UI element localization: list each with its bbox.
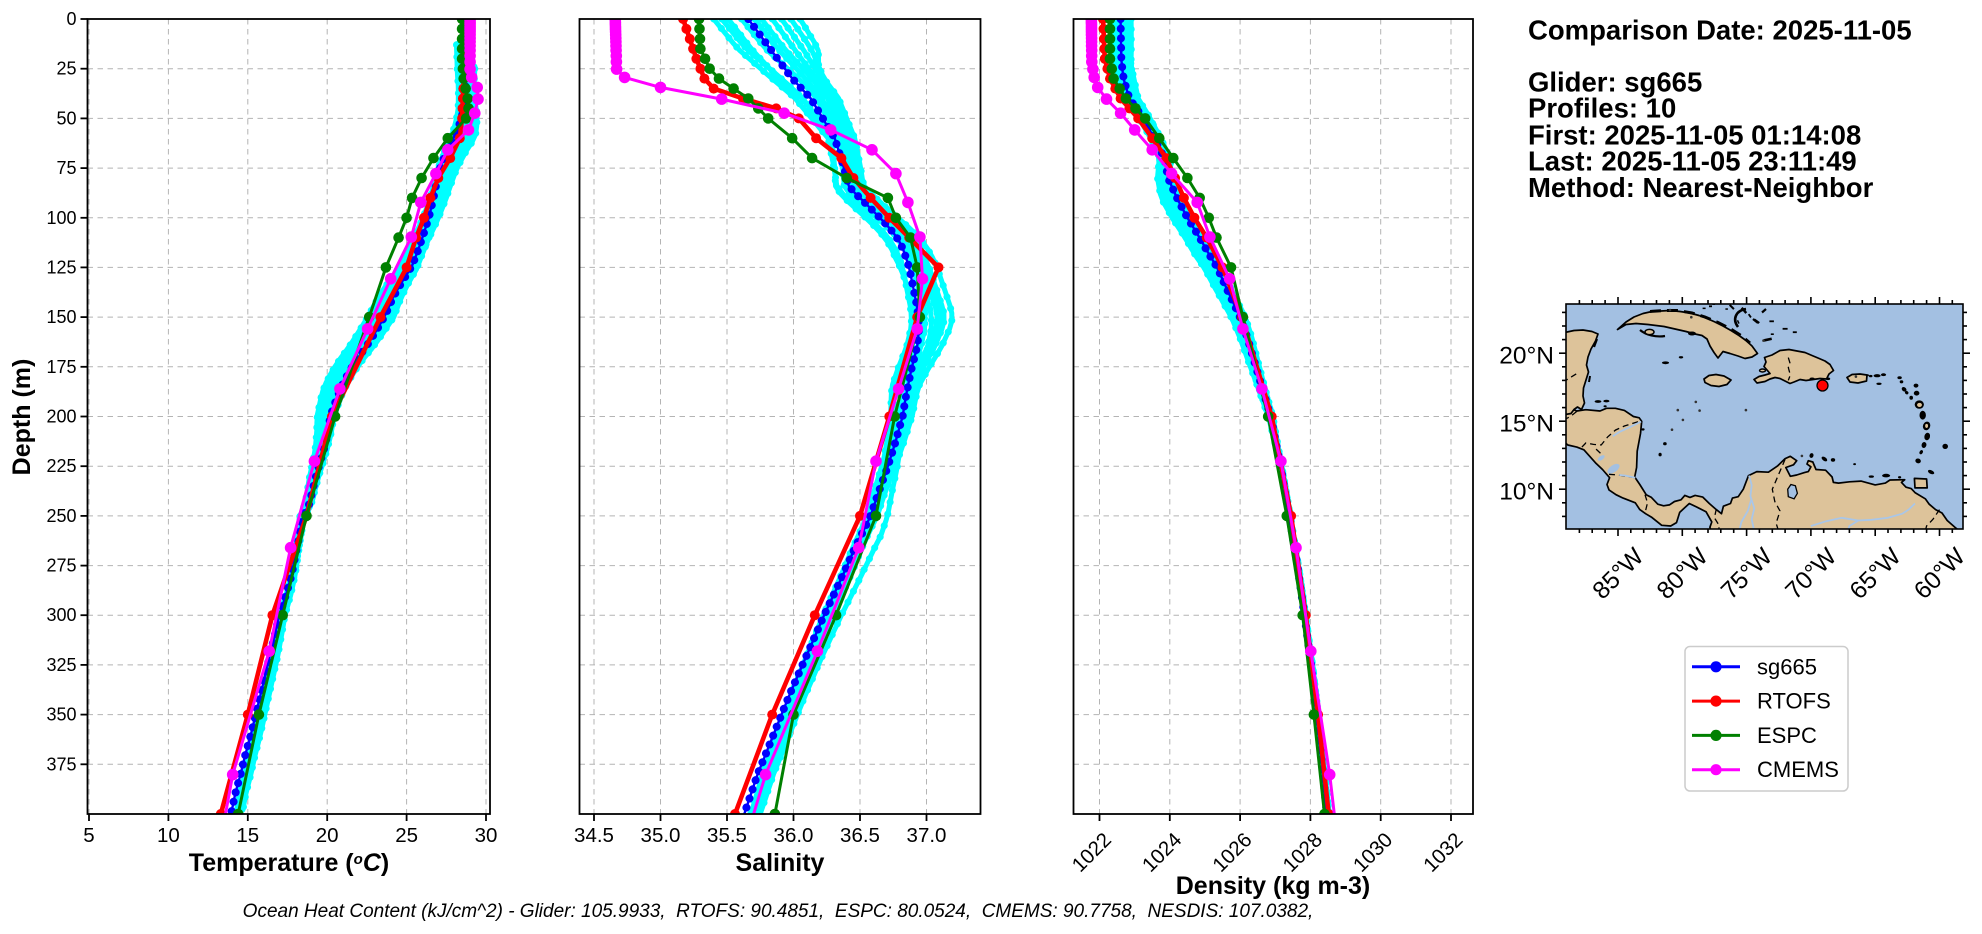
svg-text:275: 275 [46, 556, 76, 576]
svg-text:sg665: sg665 [1757, 654, 1817, 679]
svg-text:36.0: 36.0 [774, 824, 814, 847]
svg-text:25: 25 [395, 824, 418, 847]
svg-text:Depth (m): Depth (m) [8, 359, 36, 476]
svg-text:5: 5 [83, 824, 94, 847]
svg-text:Profiles: 10: Profiles: 10 [1528, 93, 1676, 124]
svg-text:Density (kg m-3): Density (kg m-3) [1176, 872, 1370, 900]
svg-text:10°N: 10°N [1499, 479, 1554, 506]
svg-text:325: 325 [46, 655, 76, 675]
svg-text:125: 125 [46, 257, 76, 277]
svg-text:10: 10 [157, 824, 180, 847]
svg-text:36.5: 36.5 [840, 824, 880, 847]
svg-text:Comparison Date: 2025-11-05: Comparison Date: 2025-11-05 [1528, 15, 1912, 46]
svg-text:Method: Nearest-Neighbor: Method: Nearest-Neighbor [1528, 172, 1874, 203]
svg-text:Glider: sg665: Glider: sg665 [1528, 66, 1702, 97]
svg-text:375: 375 [46, 754, 76, 774]
svg-text:34.5: 34.5 [574, 824, 614, 847]
svg-text:RTOFS: RTOFS [1757, 689, 1831, 714]
svg-text:Ocean Heat Content (kJ/cm^2) -: Ocean Heat Content (kJ/cm^2) - Glider: 1… [243, 901, 1314, 922]
svg-text:Last: 2025-11-05 23:11:49: Last: 2025-11-05 23:11:49 [1528, 146, 1857, 177]
svg-text:300: 300 [46, 605, 76, 625]
svg-text:30: 30 [475, 824, 498, 847]
svg-text:20°N: 20°N [1499, 343, 1554, 370]
svg-text:225: 225 [46, 456, 76, 476]
svg-text:0: 0 [66, 9, 76, 29]
svg-text:15°N: 15°N [1499, 411, 1554, 438]
svg-text:75: 75 [56, 158, 76, 178]
svg-text:175: 175 [46, 357, 76, 377]
svg-text:250: 250 [46, 506, 76, 526]
svg-text:100: 100 [46, 208, 76, 228]
svg-text:20: 20 [316, 824, 339, 847]
svg-text:37.0: 37.0 [907, 824, 947, 847]
svg-text:150: 150 [46, 307, 76, 327]
svg-text:350: 350 [46, 705, 76, 725]
svg-text:ESPC: ESPC [1757, 723, 1817, 748]
svg-text:200: 200 [46, 407, 76, 427]
svg-text:50: 50 [56, 108, 76, 128]
svg-text:First: 2025-11-05 01:14:08: First: 2025-11-05 01:14:08 [1528, 119, 1861, 150]
svg-text:CMEMS: CMEMS [1757, 757, 1839, 782]
svg-text:Salinity: Salinity [736, 849, 825, 877]
svg-text:25: 25 [56, 59, 76, 79]
svg-text:35.5: 35.5 [707, 824, 747, 847]
svg-text:15: 15 [236, 824, 259, 847]
svg-text:35.0: 35.0 [641, 824, 681, 847]
